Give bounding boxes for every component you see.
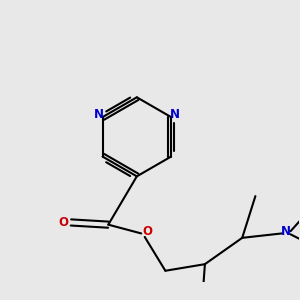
Text: O: O	[58, 216, 68, 229]
Text: N: N	[94, 108, 104, 122]
Text: N: N	[169, 108, 180, 122]
Text: O: O	[143, 225, 153, 238]
Text: N: N	[281, 225, 291, 238]
